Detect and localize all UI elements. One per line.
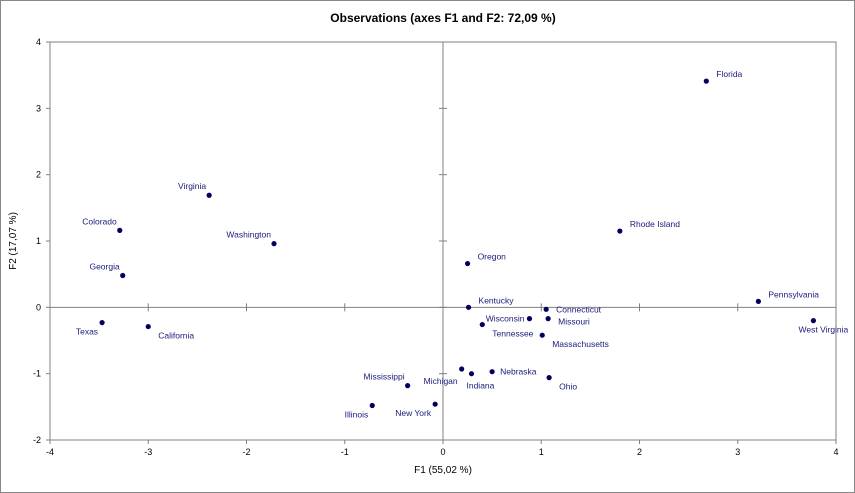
point-label: West Virginia	[799, 325, 849, 335]
point-label: Florida	[716, 69, 742, 79]
point-label: Oregon	[478, 252, 507, 262]
y-axis-label: F2 (17,07 %)	[8, 212, 19, 270]
point-label: Massachusetts	[552, 339, 609, 349]
data-point	[459, 366, 465, 372]
data-point	[117, 227, 123, 233]
data-point	[271, 241, 277, 247]
y-tick-label: 4	[36, 37, 41, 47]
x-tick-label: 4	[833, 447, 838, 457]
point-label: Colorado	[82, 216, 117, 226]
point-label: Nebraska	[500, 367, 537, 377]
point-label: Missouri	[558, 317, 590, 327]
x-tick-label: -2	[242, 447, 250, 457]
data-point	[755, 298, 761, 304]
y-tick-label: 3	[36, 103, 41, 113]
x-tick-label: -4	[46, 447, 54, 457]
point-label: Rhode Island	[630, 219, 680, 229]
point-label: Wisconsin	[486, 314, 525, 324]
data-point	[810, 318, 817, 324]
y-tick-label: -2	[33, 435, 41, 445]
data-point	[405, 383, 411, 389]
point-label: Kentucky	[479, 295, 515, 305]
point-label: Georgia	[89, 261, 120, 271]
data-point	[546, 375, 552, 381]
data-point	[369, 402, 375, 409]
point-label: Pennsylvania	[768, 289, 819, 299]
data-point	[120, 272, 126, 279]
chart-title: Observations (axes F1 and F2: 72,09 %)	[330, 11, 555, 25]
data-point	[703, 78, 709, 84]
point-label: Indiana	[466, 381, 494, 391]
data-point	[539, 332, 545, 338]
x-tick-label: 0	[440, 447, 445, 457]
point-label: Mississippi	[364, 372, 405, 382]
point-label: Tennessee	[492, 329, 533, 339]
x-tick-label: 2	[637, 447, 642, 457]
x-tick-label: -1	[341, 447, 349, 457]
data-point	[465, 304, 472, 310]
x-axis-label: F1 (55,02 %)	[414, 465, 472, 476]
data-point	[99, 319, 105, 326]
point-label: New York	[395, 408, 432, 418]
y-tick-label: 2	[36, 170, 41, 180]
y-tick-label: -1	[33, 369, 41, 379]
point-label: Ohio	[559, 382, 577, 392]
x-tick-label: 3	[735, 447, 740, 457]
y-tick-label: 1	[36, 236, 41, 246]
point-label: Texas	[76, 327, 98, 337]
data-point	[545, 316, 551, 322]
data-point	[617, 228, 623, 234]
data-point	[145, 323, 151, 330]
point-label: Virginia	[178, 181, 206, 191]
data-point	[489, 369, 495, 375]
point-label: Michigan	[424, 376, 458, 386]
x-tick-label: -3	[144, 447, 152, 457]
data-point	[464, 260, 471, 267]
x-tick-label: 1	[539, 447, 544, 457]
y-tick-label: 0	[36, 302, 41, 312]
data-point	[479, 321, 485, 328]
data-point	[543, 306, 549, 312]
point-label: California	[158, 331, 194, 341]
data-point	[468, 371, 475, 377]
point-label: Illinois	[345, 410, 369, 420]
data-point	[526, 316, 533, 322]
data-point	[432, 401, 438, 407]
point-label: Connecticut	[556, 304, 602, 314]
data-point	[206, 192, 212, 198]
point-label: Washington	[226, 230, 271, 240]
